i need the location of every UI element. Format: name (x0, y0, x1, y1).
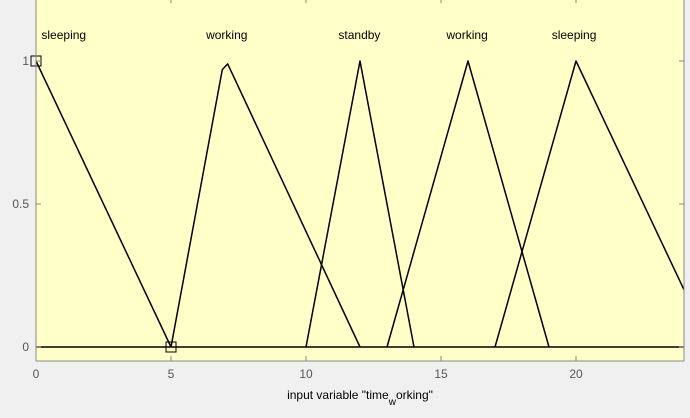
plot-area[interactable] (36, 0, 684, 361)
axes: 0 5 10 15 20 0 0.5 1 (12, 0, 685, 381)
mf-line-sleeping-5[interactable] (494, 60, 690, 348)
mf-line-working-2[interactable] (170, 63, 361, 348)
x-axis-label-subscript: w (388, 397, 397, 408)
vertex-marker-2[interactable] (165, 341, 177, 353)
x-tick-label: 20 (569, 367, 583, 381)
mf-label-2: working (205, 28, 247, 42)
y-tick-label: 0 (22, 340, 29, 354)
x-axis-label: input variable "timeworking" (287, 388, 433, 408)
axes-box (35, 0, 685, 362)
x-tick-label: 5 (168, 367, 175, 381)
x-tick-label: 0 (33, 367, 40, 381)
mf-label-1: sleeping (41, 28, 86, 42)
x-tick-label: 15 (434, 367, 448, 381)
mf-line-sleeping-1[interactable] (0, 60, 172, 348)
mf-label-3: standby (338, 28, 380, 42)
x-tick-label: 10 (299, 367, 313, 381)
mf-label-4: working (445, 28, 487, 42)
y-tick-label: 1 (22, 54, 29, 68)
mf-line-standby-3[interactable] (305, 60, 415, 348)
mf-label-5: sleeping (552, 28, 597, 42)
x-axis-label-tail: orking" (396, 388, 433, 402)
series-lines (0, 60, 690, 348)
x-axis-label-main: input variable "time (287, 388, 389, 402)
y-tick-label: 0.5 (12, 197, 29, 211)
mf-labels: sleeping working standby working sleeping (41, 28, 596, 42)
